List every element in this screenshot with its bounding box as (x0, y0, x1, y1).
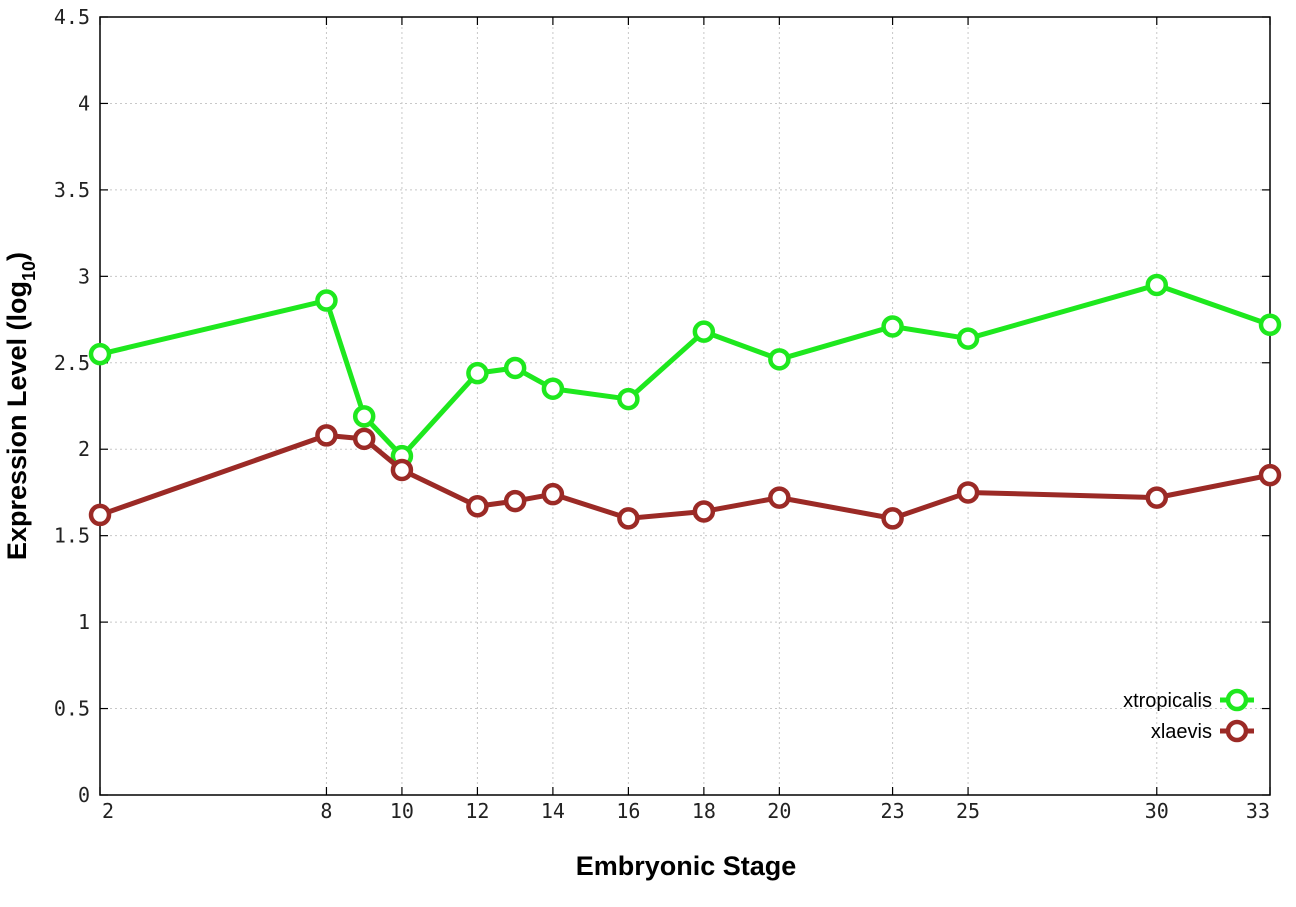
y-tick-label: 1 (78, 610, 90, 634)
data-point-xlaevis (315, 424, 338, 447)
x-tick-label: 33 (1246, 799, 1270, 823)
data-point-xtropicalis (1145, 273, 1169, 297)
x-tick-label: 23 (881, 799, 905, 823)
y-tick-label: 1.5 (54, 524, 90, 548)
plot-frame (99, 16, 1271, 796)
data-point-xtropicalis (881, 315, 904, 338)
data-point-xtropicalis (1258, 313, 1282, 336)
data-point-xlaevis (692, 500, 716, 523)
data-point-xtropicalis (768, 348, 791, 371)
legend: xtropicalis xlaevis (1123, 688, 1254, 743)
x-axis-title: Embryonic Stage (576, 851, 797, 881)
data-point-xtropicalis (956, 327, 980, 350)
data-point-xlaevis (768, 486, 791, 509)
y-axis-title-close: ) (2, 252, 32, 261)
x-tick-label: 10 (390, 799, 414, 823)
legend-marks (1220, 688, 1254, 743)
data-point-xlaevis (1258, 463, 1282, 487)
y-tick-label: 4.5 (54, 5, 90, 29)
x-tick-label: 25 (956, 799, 980, 823)
x-tick-label: 8 (320, 799, 332, 823)
y-tick-label: 0.5 (54, 697, 90, 721)
data-point-xtropicalis (541, 377, 565, 400)
y-tick-label: 4 (78, 91, 90, 115)
x-tick-label: 30 (1145, 799, 1169, 823)
series-lines (88, 273, 1282, 530)
legend-label-xtropicalis: xtropicalis (1123, 690, 1212, 712)
x-tick-label: 12 (465, 799, 489, 823)
data-point-xlaevis (88, 503, 112, 527)
data-point-xlaevis (956, 481, 980, 504)
grid (100, 17, 1270, 795)
series-line-xlaevis (99, 432, 1271, 521)
data-point-xtropicalis (617, 387, 640, 411)
data-point-xlaevis (352, 427, 376, 451)
x-tick-label: 18 (692, 799, 716, 823)
y-tick-label: 3.5 (54, 178, 90, 202)
y-tick-label: 0 (78, 783, 90, 807)
legend-marker-xlaevis (1225, 719, 1249, 743)
data-point-xtropicalis (466, 361, 489, 385)
y-tick-label: 2 (78, 437, 90, 461)
data-point-xtropicalis (315, 289, 338, 312)
data-point-xtropicalis (503, 356, 527, 380)
data-point-xlaevis (617, 507, 640, 530)
legend-marker-xtropicalis (1225, 688, 1249, 712)
y-axis-title-subscript: 10 (19, 261, 39, 281)
data-point-xlaevis (1145, 486, 1169, 509)
y-tick-label: 3 (78, 264, 90, 288)
data-point-xlaevis (466, 495, 489, 518)
x-tick-label: 2 (102, 799, 114, 823)
axis-ticks: 0 0.5 1 1.5 2 2.5 3 3.5 4 4.5 2 8 10 12 14 16 18 20 23 25 30… (54, 5, 1271, 823)
x-tick-label: 16 (616, 799, 640, 823)
y-axis-title-main: Expression Level (log (2, 281, 32, 560)
series-line-xtropicalis (99, 282, 1271, 459)
data-point-xtropicalis (692, 320, 716, 343)
y-axis-title: Expression Level (log10) (2, 252, 39, 560)
x-tick-label: 20 (767, 799, 791, 823)
data-point-xtropicalis (352, 405, 376, 428)
data-point-xlaevis (541, 482, 565, 506)
data-point-xlaevis (390, 458, 414, 482)
data-point-xlaevis (881, 507, 904, 530)
y-tick-label: 2.5 (54, 351, 90, 375)
data-point-xtropicalis (88, 342, 112, 366)
x-tick-label: 14 (541, 799, 565, 823)
data-point-xlaevis (503, 489, 527, 513)
legend-label-xlaevis: xlaevis (1151, 721, 1212, 743)
